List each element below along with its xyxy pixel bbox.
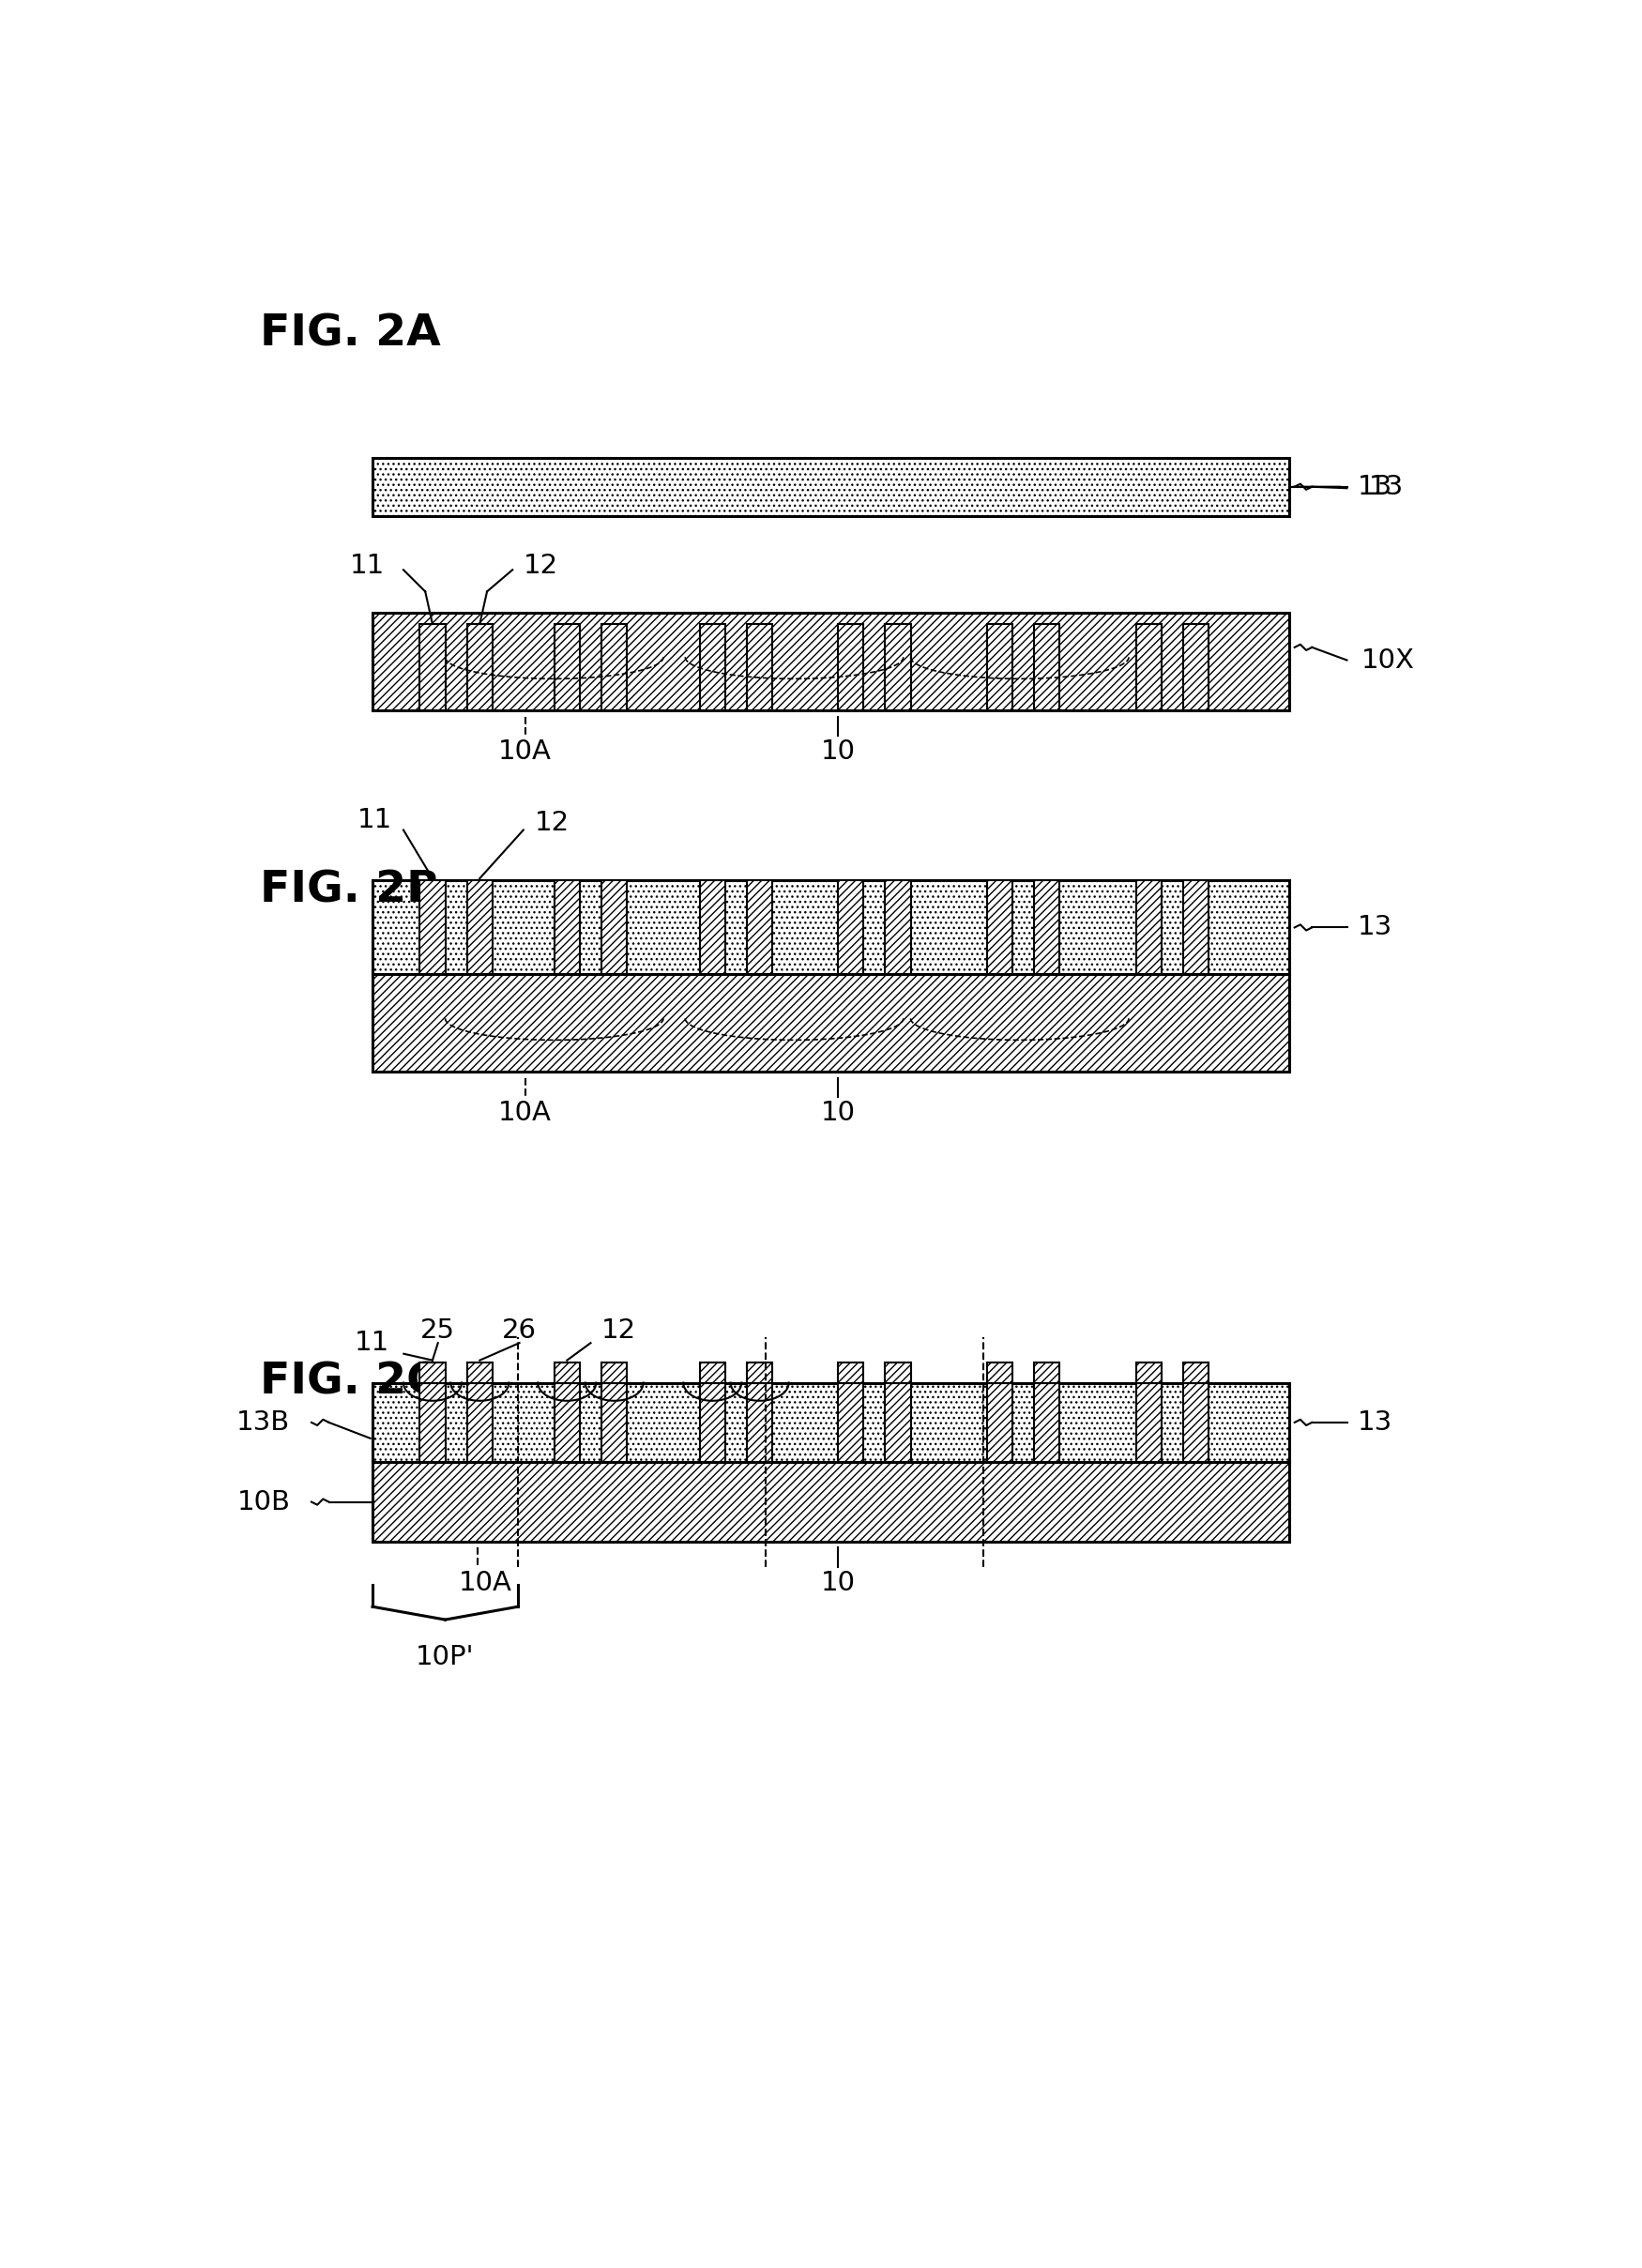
- Bar: [885, 624, 911, 710]
- Bar: [373, 880, 1289, 975]
- Text: FIG. 2C: FIG. 2C: [259, 1361, 438, 1404]
- Bar: [885, 1383, 911, 1463]
- Text: 12: 12: [601, 1318, 637, 1345]
- Bar: [885, 1363, 911, 1383]
- Bar: [555, 1383, 580, 1463]
- Bar: [747, 624, 772, 710]
- Text: 13: 13: [1358, 474, 1392, 499]
- Bar: [1136, 880, 1161, 975]
- Bar: [373, 458, 1289, 515]
- Bar: [1034, 1383, 1059, 1463]
- Text: 10A: 10A: [499, 1100, 552, 1127]
- Text: 11: 11: [350, 553, 386, 578]
- Bar: [1184, 1363, 1209, 1383]
- Text: FIG. 2B: FIG. 2B: [259, 869, 440, 912]
- Bar: [466, 624, 493, 710]
- Bar: [987, 880, 1013, 975]
- Bar: [987, 1363, 1013, 1383]
- Bar: [420, 1363, 445, 1383]
- Bar: [837, 880, 864, 975]
- Bar: [420, 1383, 445, 1463]
- Text: 13B: 13B: [236, 1408, 291, 1436]
- Bar: [699, 1383, 726, 1463]
- Text: 13: 13: [1358, 1408, 1392, 1436]
- Text: 11: 11: [355, 1329, 389, 1356]
- Text: FIG. 2A: FIG. 2A: [259, 313, 440, 356]
- Text: 10P': 10P': [415, 1644, 475, 1672]
- Bar: [885, 880, 911, 975]
- Text: 10: 10: [821, 1569, 855, 1597]
- Bar: [373, 612, 1289, 710]
- Bar: [466, 1363, 493, 1383]
- Bar: [466, 880, 493, 975]
- Bar: [699, 1363, 726, 1383]
- Text: 10: 10: [821, 739, 855, 764]
- Bar: [987, 624, 1013, 710]
- Text: 13: 13: [1369, 474, 1404, 499]
- Text: 13: 13: [1358, 914, 1392, 941]
- Bar: [601, 624, 627, 710]
- Text: 12: 12: [524, 553, 558, 578]
- Bar: [1136, 1383, 1161, 1463]
- Bar: [747, 1363, 772, 1383]
- Text: 26: 26: [502, 1318, 537, 1345]
- Bar: [987, 1383, 1013, 1463]
- Text: 10A: 10A: [458, 1569, 512, 1597]
- Bar: [1184, 1383, 1209, 1463]
- Bar: [1184, 624, 1209, 710]
- Bar: [555, 624, 580, 710]
- Bar: [837, 1383, 864, 1463]
- Bar: [420, 624, 445, 710]
- Bar: [373, 1383, 1289, 1463]
- Text: 10A: 10A: [499, 739, 552, 764]
- Bar: [747, 880, 772, 975]
- Text: 25: 25: [420, 1318, 455, 1345]
- Bar: [555, 1363, 580, 1383]
- Bar: [1136, 624, 1161, 710]
- Bar: [555, 880, 580, 975]
- Text: 10B: 10B: [236, 1488, 291, 1515]
- Bar: [466, 1383, 493, 1463]
- Bar: [1184, 880, 1209, 975]
- Bar: [601, 880, 627, 975]
- Text: 12: 12: [534, 810, 570, 837]
- Bar: [1034, 880, 1059, 975]
- Bar: [699, 880, 726, 975]
- Bar: [373, 1463, 1289, 1542]
- Bar: [1034, 624, 1059, 710]
- Bar: [699, 624, 726, 710]
- Bar: [837, 1363, 864, 1383]
- Text: 11: 11: [358, 807, 392, 835]
- Text: 10X: 10X: [1361, 646, 1415, 674]
- Bar: [601, 1363, 627, 1383]
- Bar: [837, 624, 864, 710]
- Text: 10: 10: [821, 1100, 855, 1127]
- Bar: [420, 880, 445, 975]
- Bar: [1034, 1363, 1059, 1383]
- Bar: [747, 1383, 772, 1463]
- Bar: [601, 1383, 627, 1463]
- Bar: [1136, 1363, 1161, 1383]
- Bar: [373, 975, 1289, 1073]
